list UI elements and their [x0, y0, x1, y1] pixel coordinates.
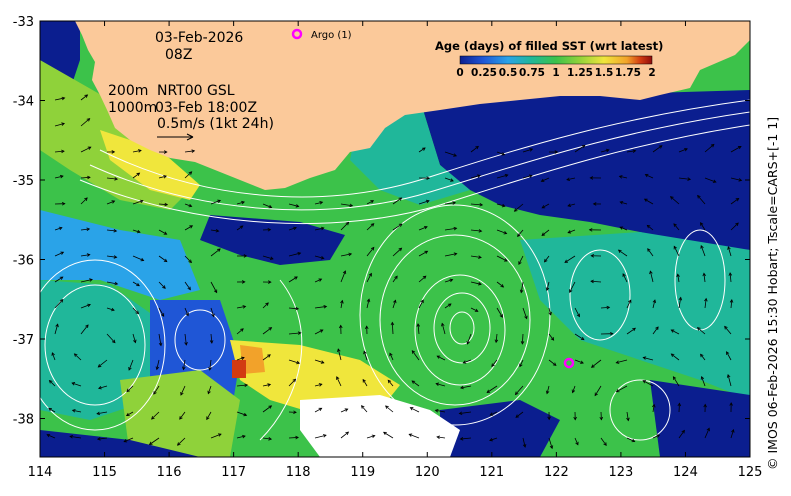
colorbar-tick-label: 0.25 — [471, 67, 497, 79]
colorbar-tick-label: 1.5 — [595, 67, 614, 79]
colorbar-gradient — [460, 56, 652, 64]
x-tick-label: 118 — [286, 465, 311, 480]
product-time-label: 03-Feb 18:00Z — [155, 100, 257, 116]
x-tick-label: 114 — [28, 465, 53, 480]
y-tick-label: -34 — [13, 95, 34, 110]
colorbar-tick-label: 0 — [456, 67, 463, 79]
y-tick-label: -38 — [13, 413, 34, 428]
colorbar-tick-label: 1 — [552, 67, 559, 79]
depth-200-label: 200m — [108, 83, 148, 99]
y-tick-label: -37 — [13, 333, 34, 348]
x-tick-label: 117 — [221, 465, 246, 480]
x-tick-label: 122 — [544, 465, 569, 480]
argo-legend-label: Argo (1) — [311, 30, 352, 41]
colorbar-tick-label: 1.75 — [615, 67, 641, 79]
x-tick-label: 119 — [350, 465, 375, 480]
x-tick-label: 124 — [673, 465, 698, 480]
x-tick-label: 125 — [738, 465, 763, 480]
x-tick-label: 123 — [608, 465, 633, 480]
colorbar-tick-label: 2 — [648, 67, 655, 79]
red-patch — [232, 360, 246, 378]
colorbar-tick-label: 0.75 — [519, 67, 545, 79]
time-label: 08Z — [165, 47, 192, 63]
x-tick-label: 121 — [479, 465, 504, 480]
colorbar-tick-label: 0.5 — [499, 67, 518, 79]
credit-text: © IMOS 06-Feb-2026 15:30 Hobart; Tscale=… — [765, 117, 780, 470]
x-tick-label: 115 — [92, 465, 117, 480]
colorbar-title: Age (days) of filled SST (wrt latest) — [435, 39, 663, 53]
x-tick-label: 120 — [415, 465, 440, 480]
velocity-scale-label: 0.5m/s (1kt 24h) — [157, 116, 274, 132]
y-tick-label: -35 — [13, 174, 34, 189]
product-label: NRT00 GSL — [157, 83, 235, 99]
y-tick-label: -33 — [13, 15, 34, 30]
y-tick-label: -36 — [13, 254, 34, 269]
x-tick-label: 116 — [157, 465, 182, 480]
colorbar-tick-label: 1.25 — [567, 67, 593, 79]
date-label: 03-Feb-2026 — [155, 30, 243, 46]
depth-1000-label: 1000m — [108, 100, 157, 116]
